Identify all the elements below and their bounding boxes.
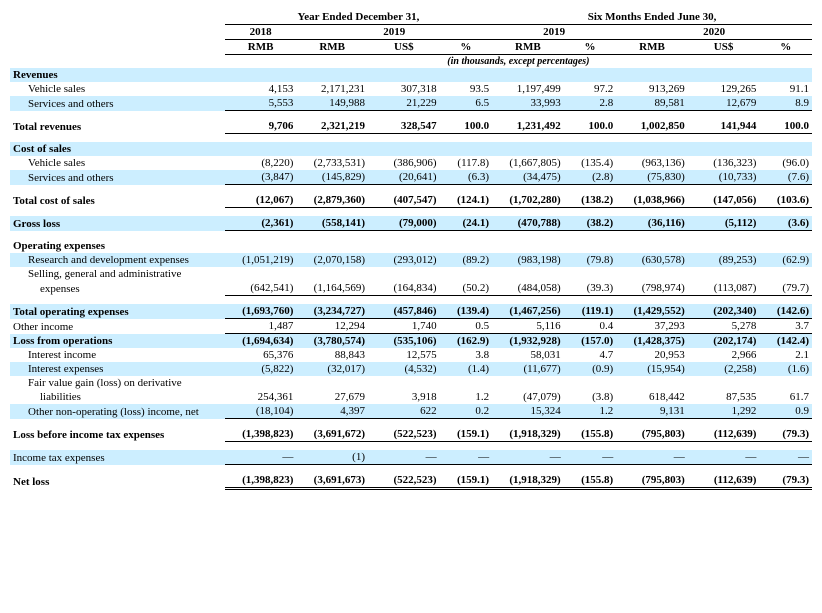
row-net-loss: Net loss (1,398,823)(3,691,673)(522,523)… bbox=[10, 473, 812, 489]
row-fv-line1: Fair value gain (loss) on derivative bbox=[10, 376, 812, 390]
header-subtitle: (in thousands, except percentages) bbox=[225, 55, 812, 69]
col-pct-1: % bbox=[440, 40, 493, 55]
row-cos-services: Services and others (3,847)(145,829)(20,… bbox=[10, 170, 812, 185]
financial-table: Year Ended December 31, Six Months Ended… bbox=[10, 10, 812, 490]
row-loss-ops: Loss from operations (1,694,634)(3,780,5… bbox=[10, 334, 812, 349]
col-pct-2: % bbox=[564, 40, 617, 55]
row-int-expense: Interest expenses (5,822)(32,017)(4,532)… bbox=[10, 362, 812, 376]
row-total-revenues: Total revenues 9,7062,321,219328,547100.… bbox=[10, 119, 812, 134]
header-period-1: Year Ended December 31, bbox=[225, 10, 492, 25]
header-2020: 2020 bbox=[616, 25, 812, 40]
row-revenues-header: Revenues bbox=[10, 68, 812, 82]
col-usd-1: US$ bbox=[368, 40, 440, 55]
row-other-income: Other income 1,48712,2941,7400.55,1160.4… bbox=[10, 319, 812, 334]
row-cos-vehicle: Vehicle sales (8,220)(2,733,531)(386,906… bbox=[10, 156, 812, 170]
header-2019b: 2019 bbox=[492, 25, 616, 40]
row-fv: liabilities 254,36127,6793,9181.2(47,079… bbox=[10, 390, 812, 404]
row-tax: Income tax expenses —(1)——————— bbox=[10, 450, 812, 465]
row-sga: expenses (642,541)(1,164,569)(164,834)(5… bbox=[10, 281, 812, 296]
col-rmb-1: RMB bbox=[225, 40, 297, 55]
row-vehicle-sales: Vehicle sales 4,1532,171,231307,31893.51… bbox=[10, 82, 812, 96]
col-rmb-4: RMB bbox=[616, 40, 688, 55]
row-opex-header: Operating expenses bbox=[10, 239, 812, 253]
col-usd-2: US$ bbox=[688, 40, 760, 55]
row-other-nop: Other non-operating (loss) income, net (… bbox=[10, 404, 812, 419]
row-int-income: Interest income 65,37688,84312,5753.858,… bbox=[10, 348, 812, 362]
col-pct-3: % bbox=[759, 40, 812, 55]
row-gross-loss: Gross loss (2,361)(558,141)(79,000)(24.1… bbox=[10, 216, 812, 231]
row-rd: Research and development expenses (1,051… bbox=[10, 253, 812, 267]
header-period-2: Six Months Ended June 30, bbox=[492, 10, 812, 25]
header-2019a: 2019 bbox=[296, 25, 492, 40]
header-2018: 2018 bbox=[225, 25, 297, 40]
row-loss-before-tax: Loss before income tax expenses (1,398,8… bbox=[10, 427, 812, 442]
col-rmb-2: RMB bbox=[296, 40, 368, 55]
row-cos-header: Cost of sales bbox=[10, 142, 812, 156]
row-services: Services and others 5,553149,98821,2296.… bbox=[10, 96, 812, 111]
row-total-cos: Total cost of sales (12,067)(2,879,360)(… bbox=[10, 193, 812, 208]
row-sga-line1: Selling, general and administrative bbox=[10, 267, 812, 281]
row-total-opex: Total operating expenses (1,693,760)(3,2… bbox=[10, 304, 812, 319]
col-rmb-3: RMB bbox=[492, 40, 564, 55]
